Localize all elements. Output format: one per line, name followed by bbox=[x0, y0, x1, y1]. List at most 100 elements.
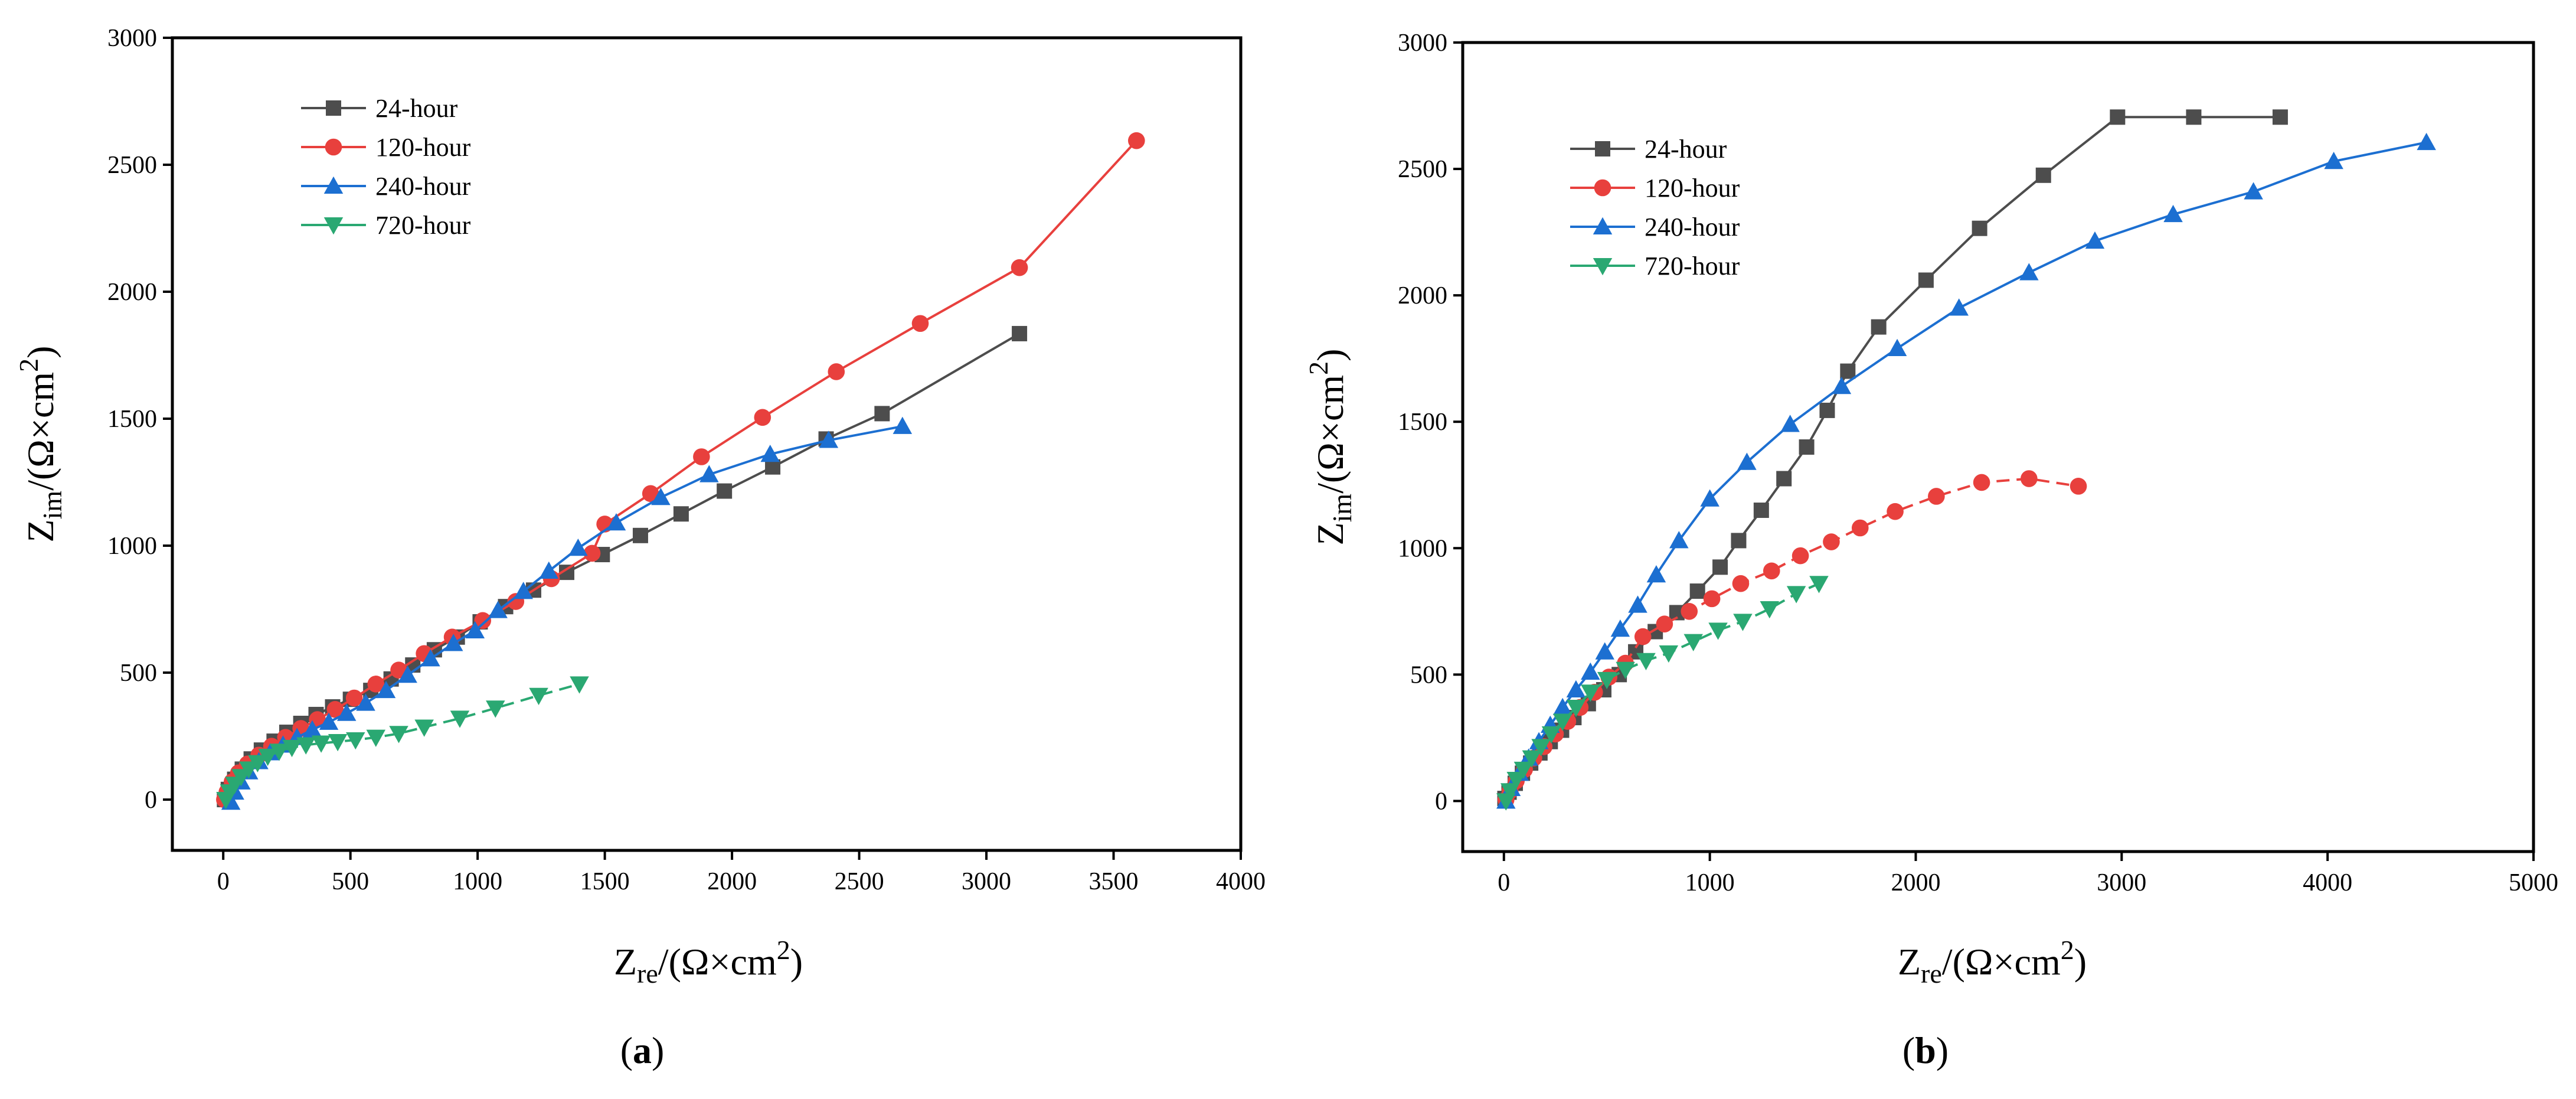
x-tick-label: 3500 bbox=[1089, 868, 1139, 895]
data-point bbox=[311, 735, 331, 753]
data-point bbox=[1703, 590, 1721, 608]
data-point bbox=[760, 444, 780, 462]
data-point bbox=[606, 513, 626, 531]
data-point bbox=[1513, 761, 1534, 780]
x-tick-label: 2000 bbox=[1891, 869, 1940, 896]
data-point bbox=[1776, 471, 1792, 487]
x-tick-label: 4000 bbox=[2303, 869, 2352, 896]
data-point bbox=[583, 544, 601, 562]
data-point bbox=[2035, 167, 2051, 183]
x-tick-label: 5000 bbox=[2509, 869, 2558, 896]
data-point bbox=[1659, 645, 1679, 663]
data-point bbox=[1786, 586, 1806, 604]
data-point bbox=[1972, 220, 1987, 236]
x-tick-label: 3000 bbox=[962, 868, 1011, 895]
data-point bbox=[1823, 533, 1840, 550]
data-point bbox=[2417, 132, 2436, 151]
data-point bbox=[1552, 697, 1573, 715]
data-point bbox=[1887, 338, 1907, 357]
data-point bbox=[1634, 628, 1652, 645]
data-point bbox=[893, 416, 913, 434]
data-point bbox=[819, 431, 839, 448]
y-tick-label: 3000 bbox=[107, 25, 157, 52]
data-point bbox=[1731, 533, 1747, 549]
legend-label: 240-hour bbox=[1645, 213, 1740, 242]
y-tick-label: 500 bbox=[120, 660, 157, 687]
panel-label: (b) bbox=[1902, 1029, 1949, 1071]
data-point bbox=[302, 720, 322, 738]
data-point bbox=[319, 712, 339, 730]
series-240-hour bbox=[221, 416, 913, 810]
series-line bbox=[223, 332, 1021, 800]
legend-label: 720-hour bbox=[375, 211, 471, 240]
data-point bbox=[1949, 298, 1969, 316]
data-point bbox=[514, 582, 533, 599]
data-point bbox=[1566, 699, 1586, 718]
data-point bbox=[1681, 602, 1698, 620]
data-point bbox=[1753, 503, 1769, 518]
data-point bbox=[1733, 614, 1753, 631]
data-point bbox=[911, 315, 929, 332]
data-point bbox=[568, 539, 588, 556]
data-point bbox=[248, 755, 267, 772]
data-point bbox=[2186, 109, 2202, 125]
panel-label: (a) bbox=[620, 1029, 665, 1071]
data-point bbox=[1522, 750, 1542, 768]
data-point bbox=[1973, 474, 1990, 491]
data-point bbox=[673, 506, 689, 522]
data-point bbox=[366, 729, 386, 747]
x-tick-label: 0 bbox=[217, 868, 230, 895]
data-point bbox=[1792, 547, 1809, 565]
data-point bbox=[1636, 653, 1656, 671]
x-tick-label: 3000 bbox=[2097, 869, 2146, 896]
data-point bbox=[1763, 562, 1780, 580]
y-tick-label: 2000 bbox=[107, 279, 157, 306]
data-point bbox=[1819, 402, 1835, 418]
data-point bbox=[328, 733, 348, 752]
data-point bbox=[1928, 488, 1945, 505]
y-tick-label: 1000 bbox=[107, 533, 157, 560]
data-point bbox=[398, 666, 417, 683]
data-point bbox=[1581, 662, 1600, 680]
data-point bbox=[1012, 325, 1028, 341]
legend-marker bbox=[323, 217, 344, 235]
data-point bbox=[754, 409, 772, 426]
data-point bbox=[828, 363, 845, 380]
data-point bbox=[1840, 363, 1856, 379]
legend-marker bbox=[1593, 217, 1613, 234]
data-point bbox=[486, 700, 505, 718]
y-axis-label: Zim/(Ω×cm2) bbox=[1303, 349, 1357, 546]
data-point bbox=[529, 687, 548, 705]
data-point bbox=[1646, 565, 1666, 583]
data-point bbox=[874, 406, 890, 422]
data-point bbox=[1669, 531, 1689, 549]
series-240-hour bbox=[1496, 132, 2436, 809]
data-point bbox=[1566, 680, 1586, 697]
plot-frame bbox=[1461, 41, 2535, 853]
legend-label: 120-hour bbox=[1645, 174, 1740, 203]
series-120-hour bbox=[1497, 470, 2087, 808]
data-point bbox=[450, 710, 470, 728]
data-point bbox=[2324, 151, 2343, 169]
data-point bbox=[1656, 615, 1673, 632]
data-point bbox=[717, 483, 733, 499]
data-point bbox=[1610, 619, 1630, 637]
data-point bbox=[367, 676, 385, 693]
data-point bbox=[474, 612, 492, 630]
data-point bbox=[1737, 452, 1757, 470]
data-point bbox=[2272, 109, 2288, 125]
data-point bbox=[356, 693, 375, 711]
data-point bbox=[1552, 713, 1573, 731]
data-point bbox=[421, 649, 440, 667]
data-point bbox=[2085, 231, 2105, 249]
legend-label: 120-hour bbox=[375, 133, 471, 162]
legend-label: 24-hour bbox=[1645, 135, 1727, 164]
x-tick-label: 1000 bbox=[453, 868, 502, 895]
data-point bbox=[1760, 601, 1780, 619]
data-point bbox=[346, 732, 365, 750]
data-point bbox=[465, 621, 485, 639]
data-point bbox=[651, 488, 671, 506]
data-point bbox=[1541, 726, 1561, 744]
data-point bbox=[1851, 519, 1869, 537]
x-tick-label: 4000 bbox=[1216, 868, 1266, 895]
